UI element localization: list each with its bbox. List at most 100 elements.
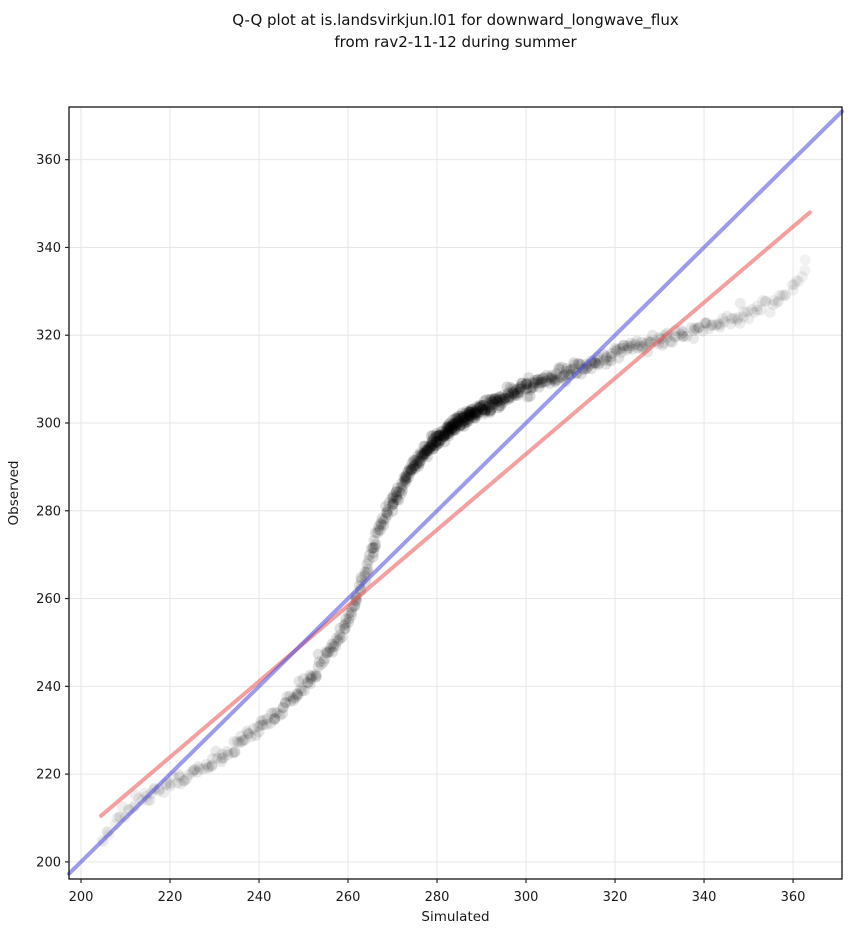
- scatter-point: [228, 736, 240, 748]
- scatter-point: [253, 726, 265, 738]
- scatter-point: [412, 455, 424, 467]
- scatter-point: [484, 406, 496, 418]
- scatter-point: [129, 789, 141, 801]
- scatter-point: [461, 405, 473, 417]
- scatter-point: [277, 701, 289, 713]
- scatter-point: [430, 430, 442, 442]
- scatter-point: [477, 404, 489, 416]
- scatter-point: [304, 669, 316, 681]
- scatter-point: [310, 669, 322, 680]
- scatter-point: [164, 778, 176, 790]
- scatter-point: [374, 524, 386, 536]
- scatter-point: [523, 372, 535, 384]
- scatter-point: [442, 428, 454, 439]
- scatter-point: [298, 685, 310, 697]
- scatter-point: [418, 448, 430, 460]
- scatter-point: [421, 451, 433, 463]
- scatter-point: [755, 304, 767, 316]
- scatter-point: [465, 405, 477, 417]
- scatter-point: [422, 443, 434, 455]
- scatter-point: [511, 383, 523, 395]
- scatter-point: [414, 457, 426, 469]
- scatter-point: [787, 284, 799, 296]
- scatter-point: [399, 474, 411, 486]
- scatter-point: [334, 623, 346, 634]
- scatter-point: [741, 306, 753, 318]
- scatter-point: [714, 321, 726, 333]
- scatter-point: [306, 670, 318, 682]
- scatter-point: [746, 304, 758, 315]
- scatter-point: [448, 424, 460, 436]
- scatter-point: [186, 766, 198, 778]
- scatter-point: [458, 420, 470, 432]
- scatter-point: [611, 344, 623, 356]
- scatter-point: [625, 337, 637, 349]
- scatter-point: [479, 406, 491, 418]
- scatter-point: [187, 764, 199, 776]
- scatter-point: [469, 407, 481, 419]
- scatter-point: [399, 475, 411, 487]
- identity-line: [67, 109, 844, 876]
- scatter-point: [509, 385, 521, 396]
- scatter-point: [752, 304, 763, 316]
- scatter-point: [776, 289, 788, 301]
- scatter-point: [626, 340, 638, 352]
- scatter-point: [252, 721, 264, 733]
- scatter-point: [237, 735, 249, 746]
- scatter-point: [788, 278, 800, 290]
- scatter-point: [484, 394, 495, 406]
- scatter-point: [521, 382, 533, 394]
- scatter-point: [433, 437, 445, 449]
- scatter-point: [416, 448, 428, 460]
- scatter-point: [512, 389, 524, 401]
- scatter-point: [767, 298, 779, 310]
- scatter-point: [406, 457, 418, 469]
- scatter-point: [606, 348, 617, 359]
- scatter-point: [287, 692, 299, 704]
- scatter-point: [537, 372, 548, 384]
- scatter-point: [427, 436, 439, 448]
- scatter-point: [609, 342, 621, 354]
- scatter-point: [617, 339, 629, 351]
- scatter-point: [718, 316, 730, 328]
- scatter-point: [751, 300, 763, 312]
- scatter-point: [551, 374, 563, 386]
- scatter-point: [499, 392, 511, 404]
- scatter-point: [504, 381, 516, 393]
- scatter-point: [387, 505, 399, 517]
- scatter-point: [296, 685, 308, 696]
- scatter-point: [359, 566, 371, 578]
- scatter-point: [598, 354, 610, 366]
- scatter-point: [231, 736, 243, 747]
- scatter-point: [439, 426, 451, 438]
- scatter-point: [558, 370, 569, 382]
- scatter-point: [618, 340, 630, 352]
- scatter-point: [726, 313, 738, 325]
- scatter-point: [375, 517, 387, 529]
- scatter-point: [302, 676, 314, 688]
- scatter-point: [592, 359, 604, 371]
- scatter-point: [444, 421, 456, 433]
- scatter-point: [408, 459, 420, 471]
- scatter-point: [192, 761, 204, 772]
- scatter-point: [421, 444, 433, 456]
- scatter-point: [269, 712, 281, 724]
- scatter-point: [340, 613, 352, 625]
- scatter-point: [799, 265, 811, 276]
- scatter-point: [393, 486, 405, 498]
- scatter-point: [717, 313, 729, 325]
- scatter-point: [488, 393, 500, 405]
- scatter-point: [561, 362, 573, 374]
- scatter-point: [409, 459, 421, 471]
- scatter-point: [462, 415, 474, 427]
- scatter-point: [430, 440, 441, 452]
- scatter-point: [434, 429, 445, 441]
- scatter-point: [319, 653, 331, 665]
- scatter-point: [450, 418, 462, 430]
- scatter-point: [494, 396, 506, 408]
- scatter-point: [207, 753, 219, 765]
- scatter-point: [277, 702, 289, 714]
- scatter-point: [202, 762, 214, 774]
- scatter-point: [458, 417, 470, 429]
- scatter-point: [545, 372, 557, 384]
